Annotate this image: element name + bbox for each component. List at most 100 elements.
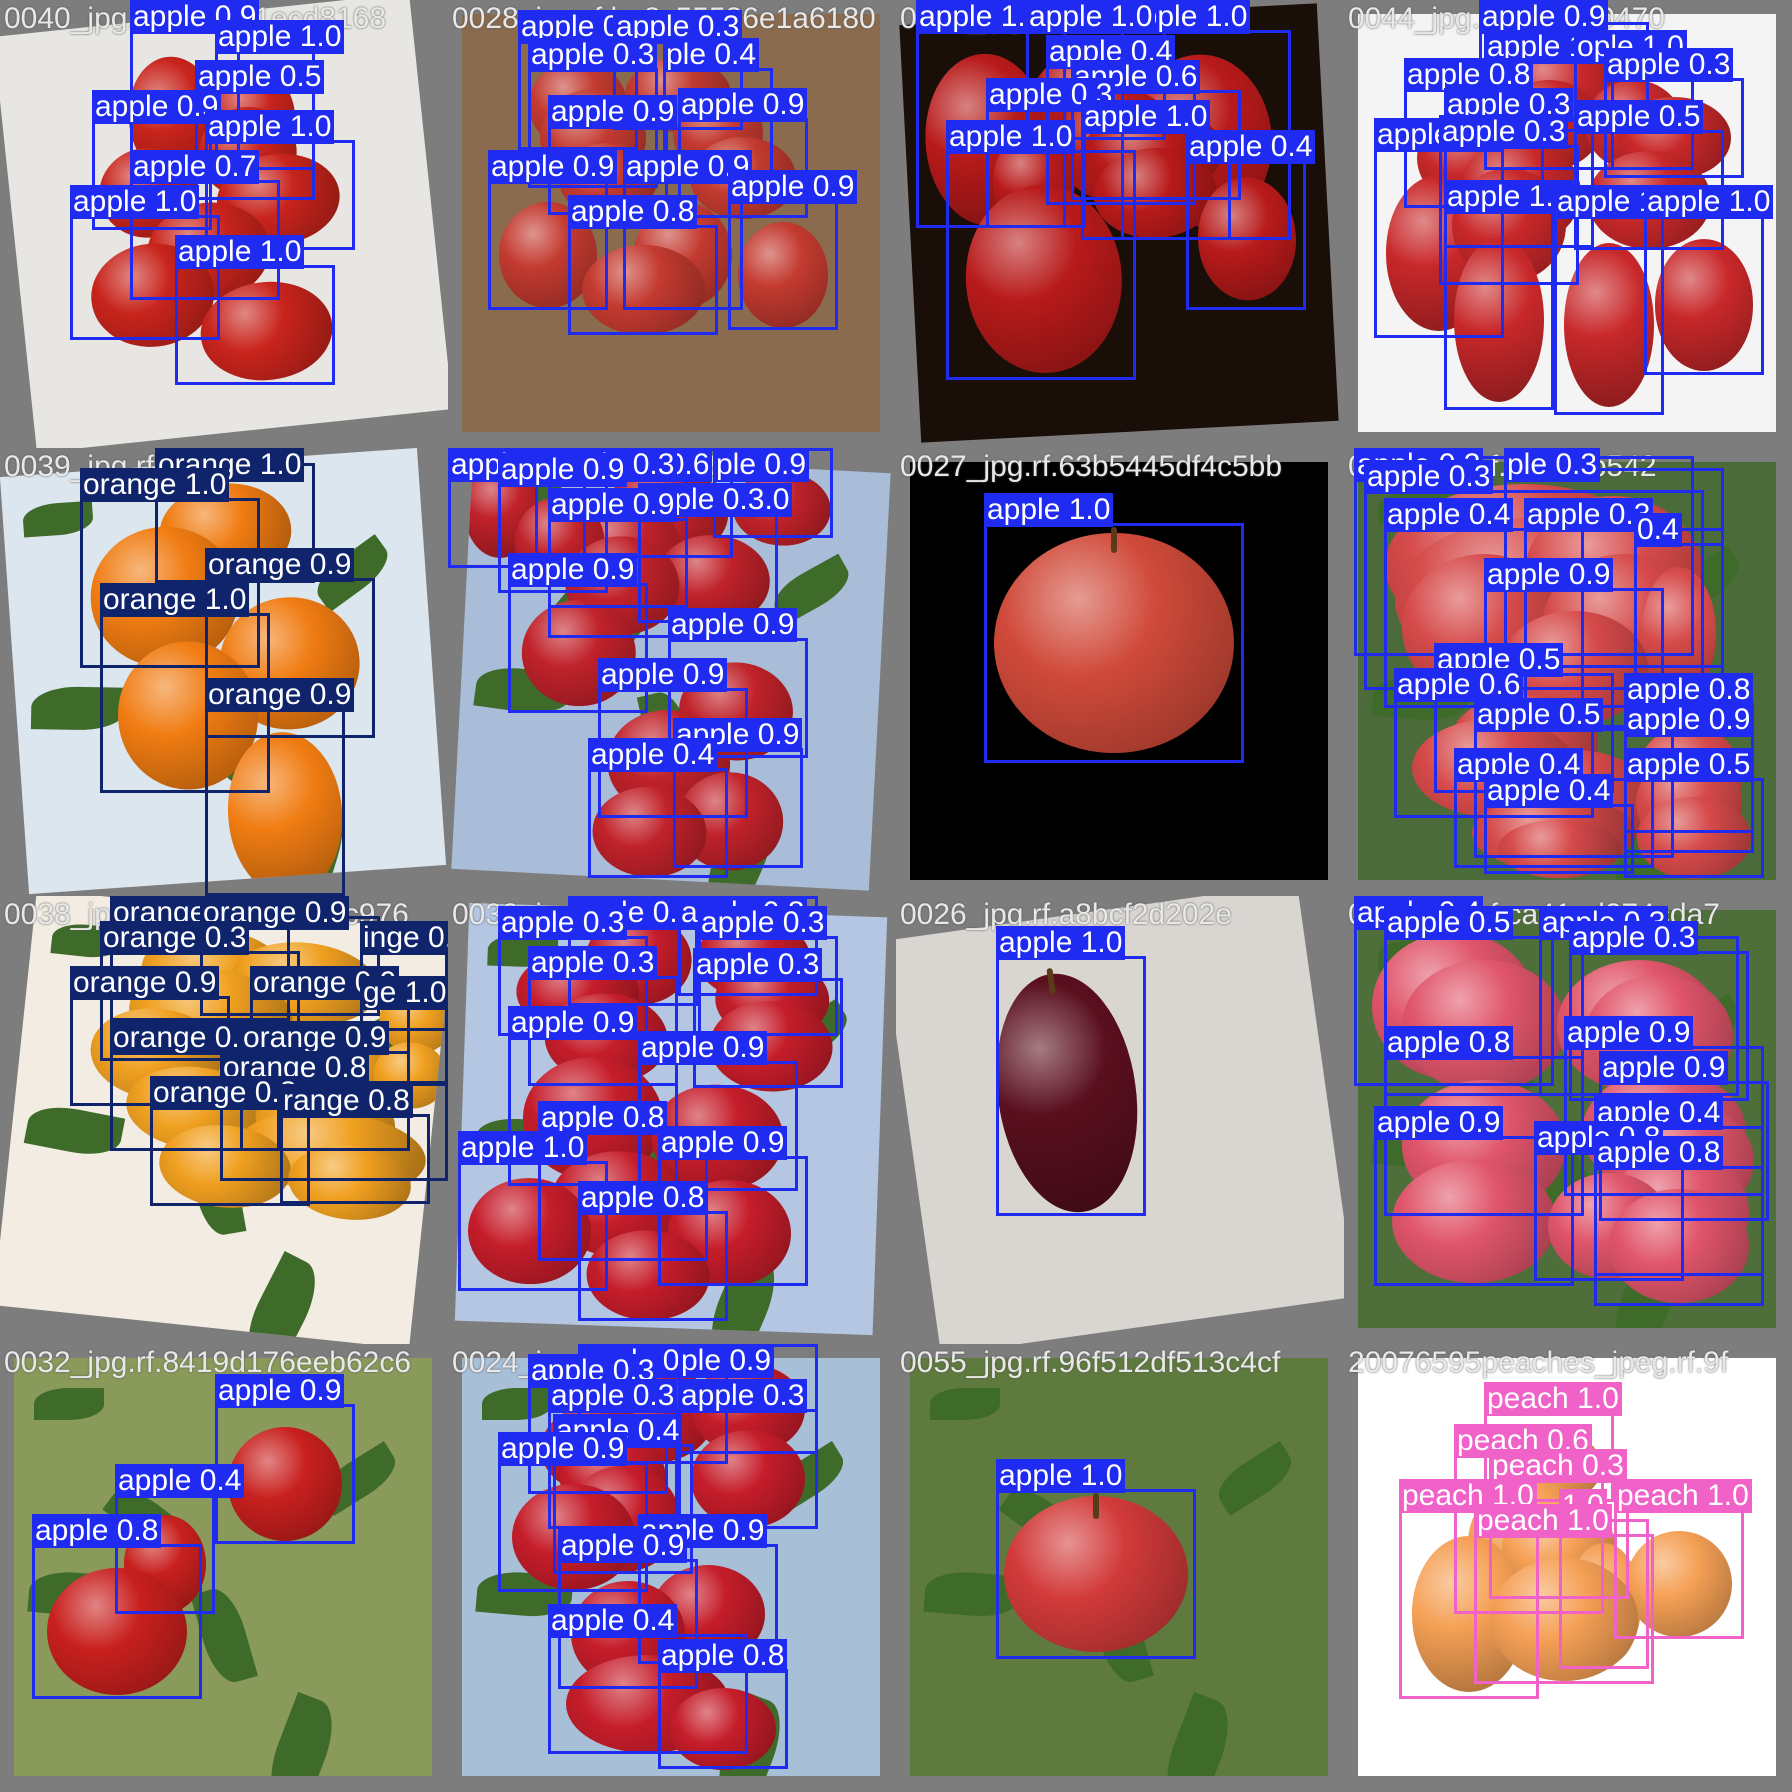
detection-label: apple 0.9 xyxy=(215,1374,345,1408)
detection-label: apple 1.0 xyxy=(916,0,1046,34)
detection-label: apple 0.8 xyxy=(32,1514,162,1548)
mosaic-tile: 20076595peaches_jpeg.rf.9f peach 1.0 peach… xyxy=(1344,1344,1792,1792)
detection-label: peach 1.0 xyxy=(1474,1504,1612,1538)
detection-label: apple 0.8 xyxy=(538,1101,668,1135)
leaf-shape xyxy=(235,1251,329,1344)
fruit-shape xyxy=(1625,1530,1733,1638)
detection-label: orange 0.3 xyxy=(100,921,250,955)
fruit-shape xyxy=(1654,239,1754,371)
detection-box xyxy=(946,150,1136,380)
stem-shape xyxy=(1111,527,1117,553)
mosaic-tile: 0024_jpg.rf.3b7a1e2c9apple 0.4ple 0.9app… xyxy=(448,1344,896,1792)
fruit-shape xyxy=(1392,1159,1556,1283)
detection-label: peach 1.0 xyxy=(1399,1479,1537,1513)
tile-photo xyxy=(462,1358,880,1776)
detection-label: orange 0.9 xyxy=(205,678,355,712)
detection-label: apple 0.5 xyxy=(1384,906,1514,940)
detection-label: apple 0.3 xyxy=(693,948,823,982)
detection-label: ple 0.4 xyxy=(663,38,760,72)
detection-box xyxy=(1474,1534,1654,1684)
mosaic-tile: 0038_jpg.rf.45578321168c976orange 0.9ora… xyxy=(0,896,448,1344)
detection-label: apple 1.0 xyxy=(984,493,1114,527)
tile-filename: 0055_jpg.rf.96f512df513c4cf xyxy=(900,1346,1281,1379)
detection-label: apple 0.9 xyxy=(548,488,678,522)
detection-label: ple 0.3 xyxy=(1504,448,1601,482)
fruit-shape xyxy=(1609,1188,1749,1304)
detection-label: apple 0.8 xyxy=(1624,673,1754,707)
detection-box xyxy=(32,1544,202,1699)
detection-label: orange 0.9 xyxy=(205,548,355,582)
detection-label: apple 1.0 xyxy=(1644,185,1774,219)
detection-label: apple 1.0 xyxy=(70,185,200,219)
detection-label: 0.4 xyxy=(1634,513,1682,547)
detection-label: peach 1.0 xyxy=(1484,1382,1622,1416)
detection-label: apple 0.5 xyxy=(1624,748,1754,782)
detection-label: apple 0.5 xyxy=(1574,100,1704,134)
mosaic-tile: 0032_jpg.rf.8419d176eeb62c6 apple 0.9 appl… xyxy=(0,1344,448,1792)
detection-label: apple 0.9 xyxy=(1624,703,1754,737)
tile-filename: 0026_jpg.rf.a8bcf2d202e xyxy=(900,898,1232,931)
leaf-shape xyxy=(34,1388,104,1420)
detection-label: apple 0.9 xyxy=(498,453,628,487)
detection-box xyxy=(175,265,335,385)
detection-label: apple 0.8 xyxy=(578,1181,708,1215)
fruit-shape xyxy=(581,244,705,336)
mosaic-tile: 0028_jpg.rf.ba8c55586e1a6180apple 0.3app… xyxy=(448,0,896,448)
detection-label: apple 0.6 xyxy=(1071,60,1201,94)
tile-photo xyxy=(910,1358,1328,1776)
detection-label: apple 0.3 xyxy=(698,906,828,940)
detection-box xyxy=(728,200,838,330)
detection-label: apple 0.9 xyxy=(558,1529,688,1563)
detection-box xyxy=(280,1114,430,1204)
detection-label: ple 0.9 xyxy=(713,448,810,482)
detection-label: apple 0.9 xyxy=(488,150,618,184)
detection-label: apple 1.0 xyxy=(1444,180,1574,214)
detection-box xyxy=(1186,160,1306,310)
leaf-shape xyxy=(1210,1441,1300,1516)
detection-label: apple 0.3 xyxy=(1604,48,1734,82)
detection-label: apple 0.3 xyxy=(528,38,658,72)
detection-label: apple 0.9 xyxy=(1484,558,1614,592)
detection-label: apple 0.8 xyxy=(658,1639,788,1673)
tile-filename: 0027_jpg.rf.63b5445df4c5bb xyxy=(900,450,1283,483)
detection-label: apple 0.9 xyxy=(1564,1016,1694,1050)
detection-label: apple 1.0 xyxy=(215,20,345,54)
detection-label: apple 0.9 xyxy=(498,1432,628,1466)
tile-photo xyxy=(910,462,1328,880)
detection-label: peach 0.3 xyxy=(1489,1449,1627,1483)
detection-box xyxy=(1624,778,1764,878)
leaf-shape xyxy=(930,1388,1000,1420)
fruit-shape xyxy=(1636,797,1752,879)
detection-box xyxy=(996,956,1146,1216)
detection-label: apple 0.5 xyxy=(195,60,325,94)
detection-label: apple 0.4 xyxy=(1186,130,1316,164)
detection-label: apple 0.9 xyxy=(508,553,638,587)
detection-label: apple 0.9 xyxy=(92,90,222,124)
detection-label: apple 0.3 xyxy=(1439,115,1569,149)
detection-label: apple 0.6 xyxy=(1394,668,1524,702)
detection-box xyxy=(588,768,728,878)
detection-label: apple 1.0 xyxy=(205,110,335,144)
detection-label: ple 0.9 xyxy=(678,1344,775,1378)
fruit-shape xyxy=(227,1426,343,1542)
detection-label: apple 0.4 xyxy=(548,1604,678,1638)
detection-label: apple 0.8 xyxy=(568,195,698,229)
detection-label: apple 0.8 xyxy=(1404,58,1534,92)
detection-label: apple 1.0 xyxy=(996,1459,1126,1493)
detection-label: apple 0.4 xyxy=(1484,774,1614,808)
detection-label: apple 0.9 xyxy=(1599,1051,1729,1085)
detection-label: apple 0.9 xyxy=(508,1006,638,1040)
detection-label: apple 0.9 xyxy=(668,608,798,642)
detection-box xyxy=(1594,1166,1764,1306)
leaf-shape xyxy=(1155,1691,1240,1776)
detection-label: apple 0.9 xyxy=(598,658,728,692)
detection-box xyxy=(1484,804,1634,874)
